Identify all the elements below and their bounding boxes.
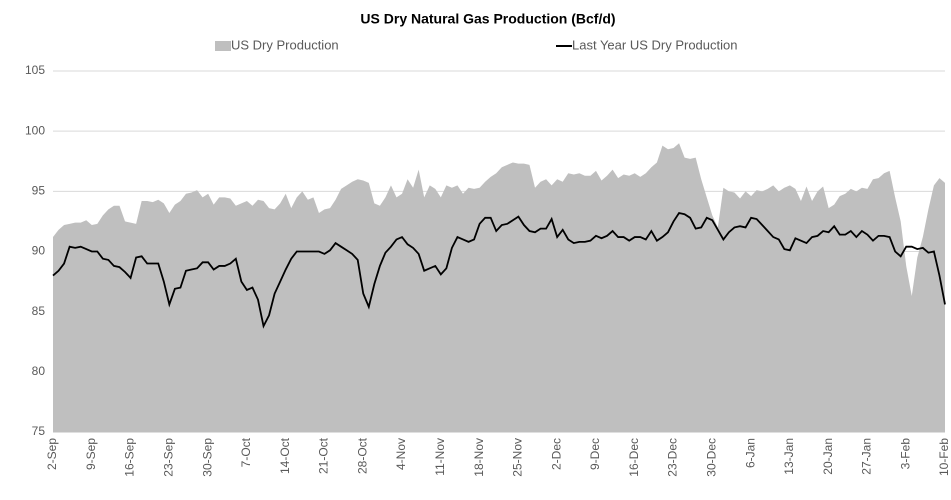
- area: [53, 143, 945, 432]
- y-tick-label: 85: [32, 304, 46, 318]
- y-tick-label: 80: [32, 364, 46, 378]
- x-tick-label: 23-Dec: [666, 438, 680, 477]
- x-tick-label: 4-Nov: [394, 438, 408, 470]
- x-tick-label: 23-Sep: [162, 438, 176, 477]
- x-tick-label: 25-Nov: [511, 438, 525, 477]
- x-tick-label: 13-Jan: [782, 438, 796, 475]
- legend-label: US Dry Production: [231, 37, 339, 52]
- x-tick-label: 2-Dec: [549, 438, 563, 470]
- legend-label: Last Year US Dry Production: [572, 37, 737, 52]
- line: [52, 211, 946, 329]
- x-tick-label: 14-Oct: [278, 437, 292, 474]
- y-tick-label: 95: [32, 184, 46, 198]
- y-tick-label: 105: [25, 63, 45, 77]
- chart-title: US Dry Natural Gas Production (Bcf/d): [360, 11, 615, 27]
- x-tick-label: 7-Oct: [239, 437, 253, 467]
- x-tick-label: 20-Jan: [821, 438, 835, 475]
- legend-swatch: [215, 41, 231, 51]
- x-tick-label: 9-Sep: [84, 438, 98, 470]
- x-tick-label: 16-Dec: [627, 438, 641, 477]
- y-tick-label: 90: [32, 244, 46, 258]
- x-tick-label: 9-Dec: [588, 438, 602, 470]
- x-tick-label: 11-Nov: [433, 438, 447, 476]
- x-tick-label: 16-Sep: [123, 438, 137, 477]
- x-tick-label: 27-Jan: [860, 438, 874, 475]
- x-tick-label: 10-Feb: [937, 438, 951, 476]
- y-tick-label: 75: [32, 424, 46, 438]
- x-tick-label: 30-Sep: [200, 438, 214, 477]
- x-tick-label: 21-Oct: [317, 437, 331, 474]
- x-tick-label: 2-Sep: [45, 438, 59, 470]
- x-tick-label: 3-Feb: [898, 438, 912, 470]
- x-tick-label: 30-Dec: [704, 438, 718, 477]
- x-tick-label: 18-Nov: [472, 438, 486, 477]
- y-tick-label: 100: [25, 123, 45, 137]
- x-tick-label: 6-Jan: [743, 438, 757, 468]
- x-tick-label: 28-Oct: [355, 437, 369, 474]
